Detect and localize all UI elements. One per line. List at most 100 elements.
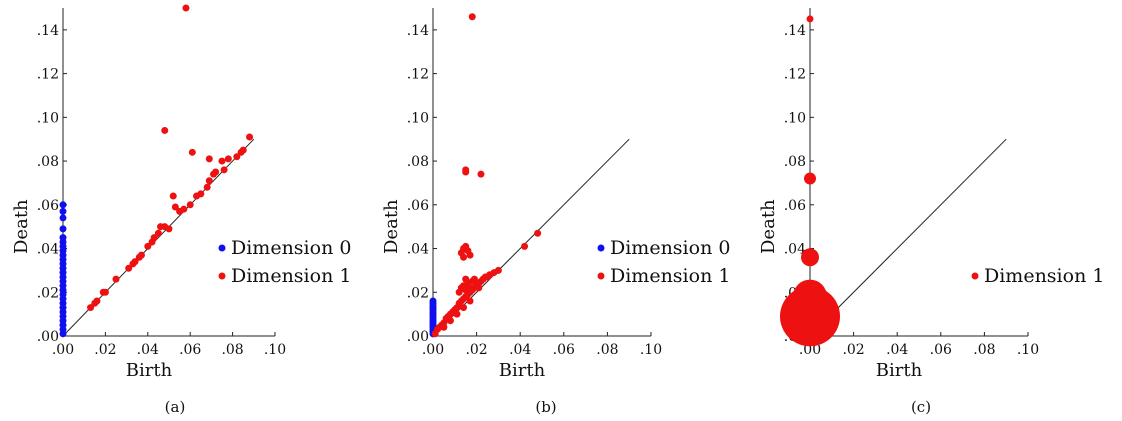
panel-caption: (a) — [165, 398, 186, 416]
legend-marker — [971, 272, 979, 280]
data-point — [780, 286, 840, 347]
data-point — [59, 214, 67, 222]
y-tick-label: .10 — [407, 110, 429, 126]
data-point — [203, 183, 211, 191]
x-tick-label: .08 — [221, 342, 243, 358]
data-point — [137, 251, 145, 259]
data-point — [233, 153, 241, 161]
legend-marker — [597, 272, 605, 280]
data-point — [131, 258, 139, 266]
data-point — [224, 155, 232, 163]
x-tick-label: .04 — [137, 342, 159, 358]
x-tick-label: .02 — [842, 342, 864, 358]
diagonal-line — [432, 138, 630, 337]
data-point — [125, 264, 133, 272]
data-point — [460, 253, 468, 261]
legend-label: Dimension 0 — [231, 237, 351, 259]
y-tick-label: .14 — [407, 23, 429, 39]
x-tick-label: .08 — [973, 342, 995, 358]
data-point — [101, 288, 109, 296]
y-tick-label: .08 — [37, 154, 59, 170]
data-point — [197, 190, 205, 198]
y-tick-label: .12 — [407, 67, 429, 83]
y-tick-label: .04 — [37, 242, 59, 258]
legend-marker — [218, 244, 226, 252]
data-point — [239, 146, 247, 154]
y-tick-label: .10 — [784, 110, 806, 126]
y-axis-label: Death — [381, 199, 402, 254]
x-tick-label: .06 — [179, 342, 201, 358]
y-tick-label: .04 — [784, 242, 806, 258]
y-tick-label: .08 — [407, 154, 429, 170]
y-tick-label: .08 — [784, 154, 806, 170]
data-point — [801, 248, 819, 267]
data-point — [475, 284, 483, 292]
x-tick-label: .10 — [1017, 342, 1039, 358]
chart-panel: .00.02.04.06.08.10.00.02.04.06.08.10.12.… — [11, 4, 351, 416]
data-point — [59, 207, 67, 215]
legend-marker — [218, 272, 226, 280]
chart-panel: .00.02.04.06.08.10.00.02.04.06.08.10.12.… — [758, 8, 1104, 416]
y-tick-label: .14 — [37, 23, 59, 39]
data-point — [462, 275, 470, 283]
y-tick-label: .10 — [37, 110, 59, 126]
x-tick-label: .10 — [264, 342, 286, 358]
x-axis-label: Birth — [499, 360, 546, 381]
data-point — [477, 170, 485, 178]
data-point — [446, 317, 454, 325]
data-point — [59, 234, 67, 242]
data-point — [87, 304, 95, 312]
y-tick-label: .06 — [784, 198, 806, 214]
data-point — [220, 166, 228, 174]
x-tick-label: .04 — [886, 342, 908, 358]
legend-label: Dimension 1 — [610, 265, 730, 287]
x-tick-label: .02 — [94, 342, 116, 358]
data-point — [150, 234, 158, 242]
y-tick-label: .02 — [407, 285, 429, 301]
diagonal-line — [809, 138, 1007, 337]
x-tick-label: .06 — [930, 342, 952, 358]
data-point — [468, 13, 476, 21]
data-point — [534, 229, 542, 237]
y-tick-label: .12 — [37, 67, 59, 83]
x-axis-label: Birth — [876, 360, 923, 381]
data-point — [466, 284, 474, 292]
y-tick-label: .12 — [784, 67, 806, 83]
data-point — [112, 275, 120, 283]
data-point — [171, 203, 179, 211]
y-tick-label: .06 — [37, 198, 59, 214]
y-tick-label: .14 — [784, 23, 806, 39]
legend-label: Dimension 0 — [610, 237, 730, 259]
data-point — [154, 229, 162, 237]
data-point — [169, 192, 177, 200]
x-tick-label: .06 — [553, 342, 575, 358]
data-point — [466, 251, 474, 259]
y-tick-label: .00 — [407, 329, 429, 345]
y-axis-label: Death — [11, 199, 32, 254]
data-point — [521, 242, 529, 250]
data-point — [462, 166, 470, 174]
data-point — [144, 242, 152, 250]
y-tick-label: .00 — [37, 329, 59, 345]
data-point — [429, 297, 437, 305]
legend-marker — [597, 244, 605, 252]
legend-label: Dimension 1 — [984, 265, 1104, 287]
data-point — [246, 133, 254, 141]
data-point — [59, 225, 67, 233]
data-point — [440, 323, 448, 331]
x-tick-label: .02 — [465, 342, 487, 358]
x-tick-label: .00 — [422, 342, 444, 358]
data-point — [212, 168, 220, 176]
data-point — [205, 155, 213, 163]
panel-caption: (b) — [535, 398, 556, 416]
data-point — [466, 297, 474, 305]
x-tick-label: .10 — [640, 342, 662, 358]
data-point — [59, 201, 67, 209]
data-point — [205, 177, 213, 185]
data-point — [218, 157, 226, 165]
data-point — [453, 310, 461, 318]
data-point — [494, 266, 502, 274]
x-tick-label: .04 — [509, 342, 531, 358]
x-tick-label: .00 — [799, 342, 821, 358]
